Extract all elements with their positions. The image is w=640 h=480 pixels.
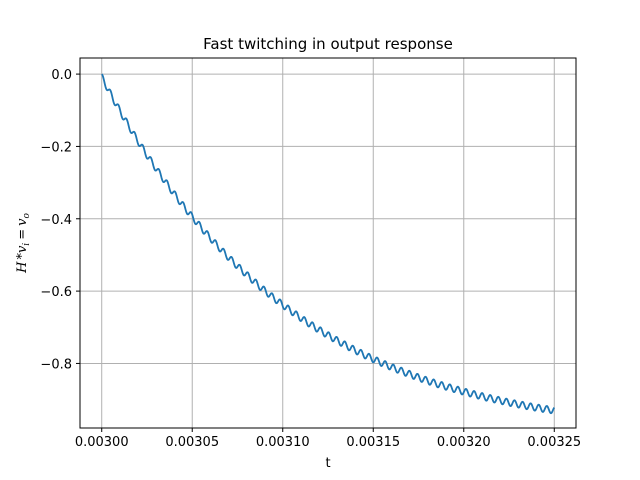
ticks: 0.00300 0.00305 0.00310 0.00315 0.00320 0.003… [40,68,581,450]
y-tick-label: −0.2 [40,140,72,155]
chart-title: Fast twitching in output response [203,35,453,53]
plot-area [80,58,576,428]
y-axis-label-op: * [15,253,30,260]
y-tick-label: −0.4 [40,213,72,228]
y-axis-label-sub3: o [22,213,32,219]
x-tick-label: 0.00315 [346,435,400,450]
axes-frame [79,57,577,429]
x-tick-label: 0.00305 [165,435,219,450]
y-tick-label: 0.0 [51,68,72,83]
x-tick-label: 0.00320 [437,435,491,450]
x-tick-label: 0.00300 [75,435,129,450]
y-axis-label-sub2: i [22,243,32,246]
y-axis-label-eq: = [15,229,30,240]
y-axis-label-var3: v [15,218,30,226]
y-tick-label: −0.6 [40,285,72,300]
y-axis-label: H*vi=vo [15,213,32,274]
grid [80,58,576,428]
y-axis-label-var1: H [15,261,30,274]
y-axis-label-var2: v [15,245,30,253]
series-line [101,73,555,415]
x-tick-label: 0.00325 [527,435,581,450]
series-layer [101,73,555,415]
x-tick-label: 0.00310 [256,435,310,450]
x-axis-label: t [325,456,330,471]
y-tick-label: −0.8 [40,357,72,372]
